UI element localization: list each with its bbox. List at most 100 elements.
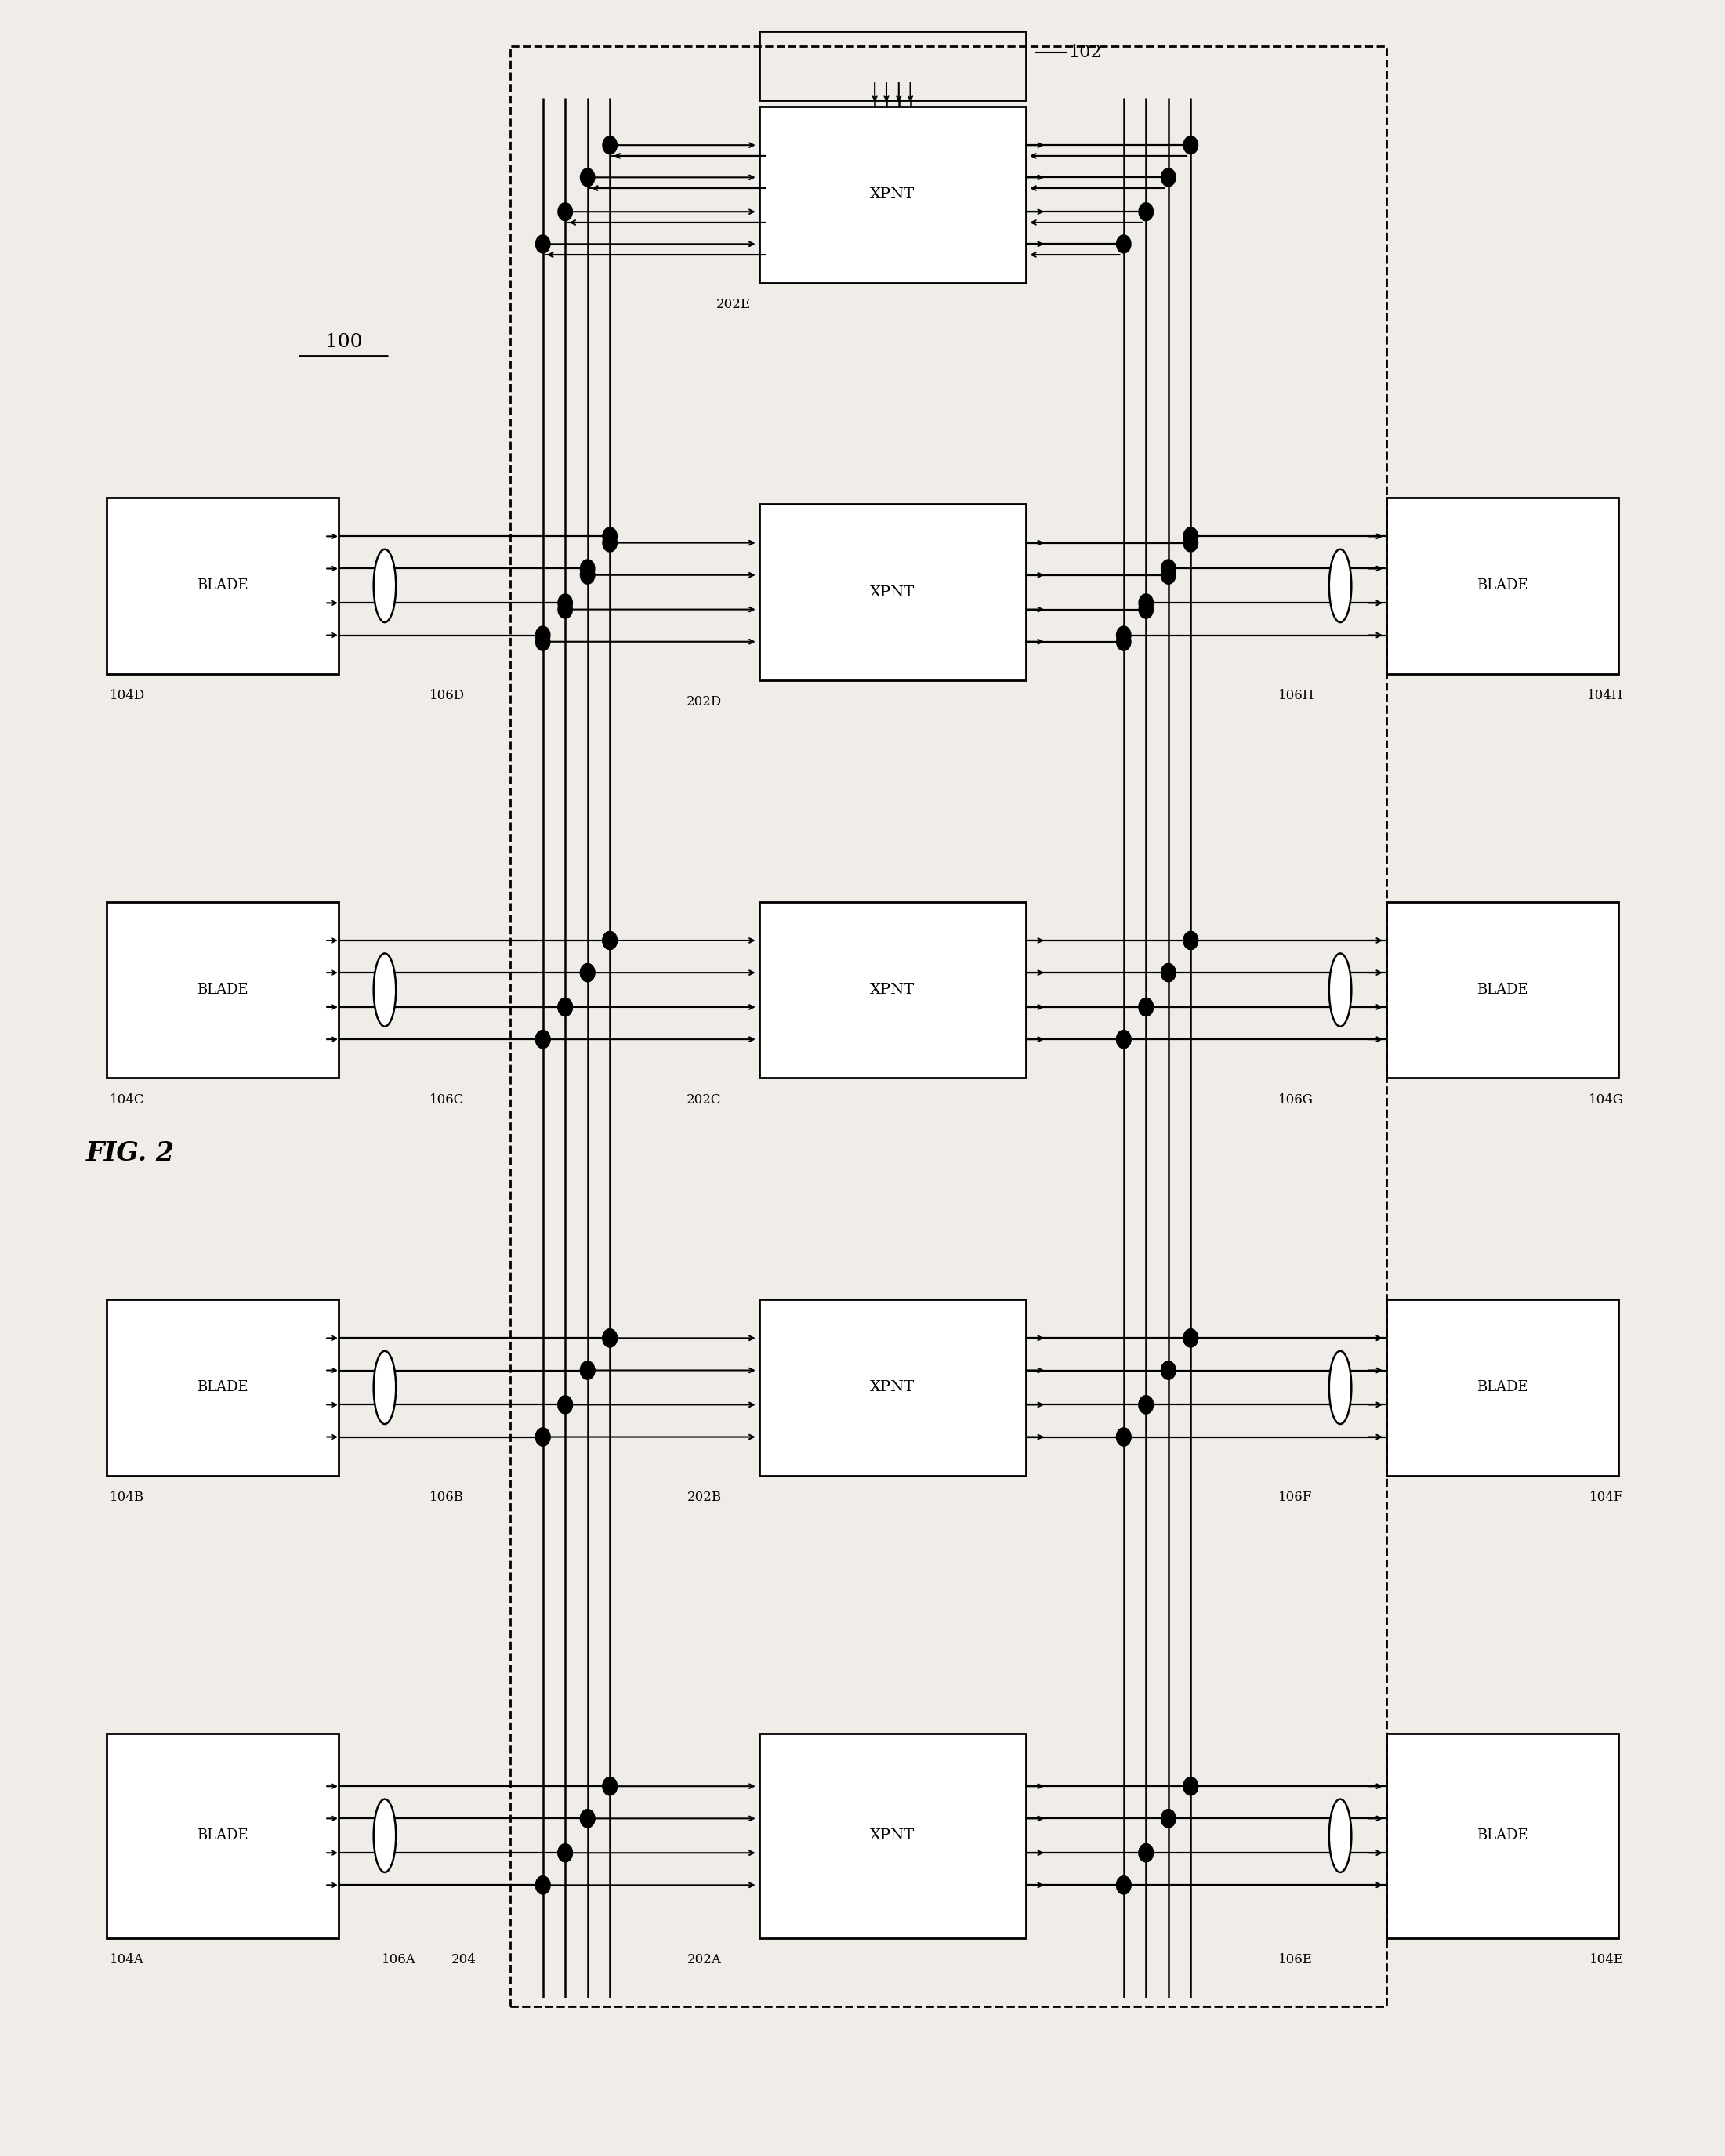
Bar: [107, 498, 338, 675]
Circle shape: [602, 1328, 618, 1348]
Circle shape: [1138, 1843, 1154, 1863]
Text: 106H: 106H: [1278, 690, 1314, 703]
Circle shape: [1183, 931, 1197, 949]
Circle shape: [536, 1876, 550, 1895]
Circle shape: [1183, 1777, 1197, 1796]
Circle shape: [580, 168, 595, 185]
Circle shape: [1138, 593, 1154, 612]
Text: 106D: 106D: [430, 690, 464, 703]
Circle shape: [1183, 931, 1197, 949]
Text: 106E: 106E: [1278, 1953, 1313, 1966]
Circle shape: [602, 1777, 618, 1796]
Text: FIG. 2: FIG. 2: [86, 1141, 174, 1166]
Text: 104A: 104A: [110, 1953, 145, 1966]
Bar: [759, 1300, 1026, 1475]
Bar: [1387, 1733, 1618, 1938]
Text: BLADE: BLADE: [1477, 1828, 1528, 1843]
Circle shape: [580, 964, 595, 981]
Circle shape: [557, 593, 573, 612]
Circle shape: [580, 964, 595, 981]
Circle shape: [1183, 136, 1197, 155]
Ellipse shape: [374, 953, 397, 1026]
Text: 104D: 104D: [110, 690, 145, 703]
Circle shape: [1116, 1031, 1132, 1048]
Text: BLADE: BLADE: [197, 983, 248, 996]
Text: 104G: 104G: [1589, 1093, 1623, 1106]
Bar: [1387, 1300, 1618, 1475]
Text: BLADE: BLADE: [197, 578, 248, 593]
Text: XPNT: XPNT: [869, 188, 914, 203]
Ellipse shape: [1328, 1798, 1351, 1871]
Bar: [759, 1733, 1026, 1938]
Bar: [107, 901, 338, 1078]
Circle shape: [1183, 528, 1197, 545]
Ellipse shape: [1328, 1352, 1351, 1425]
Circle shape: [1116, 1427, 1132, 1447]
Ellipse shape: [374, 1798, 397, 1871]
Circle shape: [580, 567, 595, 584]
Circle shape: [602, 1777, 618, 1796]
Circle shape: [602, 535, 618, 552]
Bar: [107, 1733, 338, 1938]
Text: 100: 100: [324, 334, 362, 351]
Text: 106F: 106F: [1278, 1490, 1313, 1505]
Circle shape: [1161, 561, 1176, 578]
Text: 106G: 106G: [1278, 1093, 1313, 1106]
Text: 104C: 104C: [110, 1093, 145, 1106]
Circle shape: [1161, 964, 1176, 981]
Text: BLADE: BLADE: [1477, 578, 1528, 593]
Bar: [759, 106, 1026, 282]
Circle shape: [602, 931, 618, 949]
Ellipse shape: [1328, 550, 1351, 623]
Text: XPNT: XPNT: [869, 1828, 914, 1843]
Circle shape: [1138, 1395, 1154, 1414]
Circle shape: [580, 1809, 595, 1828]
Circle shape: [1161, 567, 1176, 584]
Bar: [1387, 901, 1618, 1078]
Circle shape: [1161, 1360, 1176, 1380]
Circle shape: [602, 136, 618, 155]
Circle shape: [536, 1031, 550, 1048]
Circle shape: [536, 1031, 550, 1048]
Circle shape: [557, 998, 573, 1015]
Circle shape: [1161, 1360, 1176, 1380]
Text: BLADE: BLADE: [197, 1380, 248, 1395]
Text: 106A: 106A: [381, 1953, 416, 1966]
Circle shape: [1183, 1777, 1197, 1796]
Circle shape: [557, 1395, 573, 1414]
Circle shape: [557, 1843, 573, 1863]
Circle shape: [557, 599, 573, 619]
Circle shape: [1138, 203, 1154, 220]
Circle shape: [1116, 1876, 1132, 1895]
Circle shape: [557, 203, 573, 220]
Circle shape: [557, 998, 573, 1015]
Text: 104E: 104E: [1589, 1953, 1623, 1966]
Bar: [107, 1300, 338, 1475]
Ellipse shape: [374, 550, 397, 623]
Circle shape: [1116, 1031, 1132, 1048]
Circle shape: [1116, 1876, 1132, 1895]
Circle shape: [1183, 535, 1197, 552]
Circle shape: [1116, 625, 1132, 645]
Circle shape: [1161, 1809, 1176, 1828]
Circle shape: [1138, 1843, 1154, 1863]
Circle shape: [557, 1843, 573, 1863]
Circle shape: [602, 1328, 618, 1348]
Circle shape: [580, 1360, 595, 1380]
Bar: [1387, 498, 1618, 675]
Text: 102: 102: [1069, 43, 1102, 60]
Text: BLADE: BLADE: [197, 1828, 248, 1843]
Circle shape: [1161, 1809, 1176, 1828]
Text: BLADE: BLADE: [1477, 1380, 1528, 1395]
Circle shape: [580, 561, 595, 578]
Circle shape: [536, 1876, 550, 1895]
Circle shape: [1116, 632, 1132, 651]
Text: BLADE: BLADE: [1477, 983, 1528, 996]
Circle shape: [580, 1809, 595, 1828]
Text: 202A: 202A: [687, 1953, 721, 1966]
Circle shape: [580, 1360, 595, 1380]
Text: 202C: 202C: [687, 1093, 721, 1106]
Circle shape: [1138, 1395, 1154, 1414]
Circle shape: [536, 625, 550, 645]
Text: 106C: 106C: [430, 1093, 464, 1106]
